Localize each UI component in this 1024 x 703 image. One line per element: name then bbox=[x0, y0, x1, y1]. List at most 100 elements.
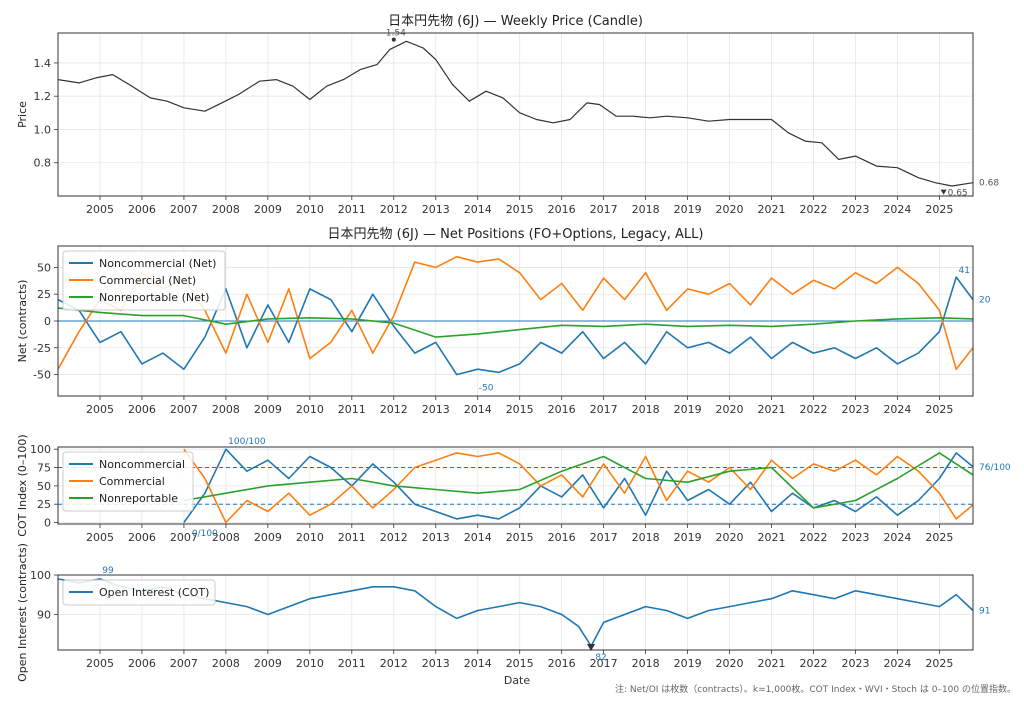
cot-legend-label-noncommercial: Noncommercial bbox=[99, 458, 185, 471]
net-xtick-2010: 2010 bbox=[296, 403, 324, 416]
price-min-marker bbox=[940, 189, 947, 195]
oi-xtick-2023: 2023 bbox=[841, 657, 869, 670]
price-panel: 2005 2006 2007 2008 2009 2010 2011 2012 2013 2014… bbox=[16, 14, 999, 216]
net-xtick-2024: 2024 bbox=[883, 403, 911, 416]
cot-xtick-2024: 2024 bbox=[883, 531, 911, 544]
cot-legend-label-nonreportable: Nonreportable bbox=[99, 492, 178, 505]
cot-xtick-2015: 2015 bbox=[506, 531, 534, 544]
cot-series-commercial bbox=[183, 448, 974, 524]
price-title: 日本円先物 (6J) — Weekly Price (Candle) bbox=[388, 14, 643, 29]
oi-panel: 2005 2006 2007 2008 2009 2010 2011 2012 2013 2014… bbox=[16, 543, 990, 682]
net-ytick-0: 0 bbox=[44, 315, 51, 328]
price-ytick-0-8: 0.8 bbox=[34, 157, 52, 170]
net-ytick-50: 50 bbox=[37, 261, 51, 274]
net-xtick-2006: 2006 bbox=[128, 403, 156, 416]
net-xtick-2011: 2011 bbox=[338, 403, 366, 416]
price-xtick-2007: 2007 bbox=[170, 203, 198, 216]
cot-xtick-2013: 2013 bbox=[422, 531, 450, 544]
oi-ytick-100: 100 bbox=[30, 569, 51, 582]
cot-annotation-0-100: 0/100 bbox=[192, 529, 218, 539]
net-legend-label-noncommercial-net: Noncommercial (Net) bbox=[99, 257, 216, 270]
cot-xtick-2022: 2022 bbox=[800, 531, 828, 544]
net-xtick-2014: 2014 bbox=[464, 403, 492, 416]
net-xtick-2016: 2016 bbox=[548, 403, 576, 416]
cot-xtick-2010: 2010 bbox=[296, 531, 324, 544]
net-xtick-2022: 2022 bbox=[800, 403, 828, 416]
cot-xtick-2019: 2019 bbox=[674, 531, 702, 544]
cot-xtick-2009: 2009 bbox=[254, 531, 282, 544]
price-xtick-2016: 2016 bbox=[548, 203, 576, 216]
cot-xtick-2017: 2017 bbox=[590, 531, 618, 544]
cot-xtick-2025: 2025 bbox=[925, 531, 953, 544]
oi-ylabel: Open Interest (contracts) bbox=[16, 543, 29, 682]
cot-xtick-2007: 2007 bbox=[170, 531, 198, 544]
net-annotation-41: 41 bbox=[958, 266, 969, 276]
price-xtick-2020: 2020 bbox=[716, 203, 744, 216]
oi-annotation-91: 91 bbox=[979, 607, 990, 617]
net-panel: 2005 2006 2007 2008 2009 2010 2011 2012 2013 2014… bbox=[16, 227, 991, 416]
cot-ytick-0: 0 bbox=[44, 517, 51, 530]
oi-xtick-2024: 2024 bbox=[883, 657, 911, 670]
price-xtick-2011: 2011 bbox=[338, 203, 366, 216]
net-xtick-2008: 2008 bbox=[212, 403, 240, 416]
net-series-commercial-net bbox=[57, 255, 974, 371]
net-annotation-20: 20 bbox=[979, 296, 991, 306]
cot-frame bbox=[57, 446, 974, 525]
oi-xtick-2016: 2016 bbox=[548, 657, 576, 670]
price-xtick-2015: 2015 bbox=[506, 203, 534, 216]
net-xtick-2020: 2020 bbox=[716, 403, 744, 416]
oi-xtick-2025: 2025 bbox=[925, 657, 953, 670]
oi-xtick-2020: 2020 bbox=[716, 657, 744, 670]
oi-xtick-2021: 2021 bbox=[758, 657, 786, 670]
oi-xtick-2009: 2009 bbox=[254, 657, 282, 670]
net-xtick-2012: 2012 bbox=[380, 403, 408, 416]
oi-xtick-2017: 2017 bbox=[590, 657, 618, 670]
cot-legend-box bbox=[62, 451, 194, 512]
net-xtick-2013: 2013 bbox=[422, 403, 450, 416]
net-ytick-25: 25 bbox=[37, 288, 51, 301]
oi-xtick-2015: 2015 bbox=[506, 657, 534, 670]
price-xtick-2008: 2008 bbox=[212, 203, 240, 216]
price-xtick-2009: 2009 bbox=[254, 203, 282, 216]
net-frame bbox=[57, 245, 974, 397]
cot-annotation-100-100: 100/100 bbox=[228, 437, 266, 447]
cot-xtick-2011: 2011 bbox=[338, 531, 366, 544]
price-xtick-2010: 2010 bbox=[296, 203, 324, 216]
price-xtick-2022: 2022 bbox=[800, 203, 828, 216]
oi-legend-box bbox=[62, 579, 216, 606]
oi-xtick-2008: 2008 bbox=[212, 657, 240, 670]
oi-annotation-82: 82 bbox=[595, 653, 606, 663]
price-max-marker bbox=[391, 37, 396, 42]
price-xtick-2018: 2018 bbox=[632, 203, 660, 216]
cot-xtick-2016: 2016 bbox=[548, 531, 576, 544]
price-ylabel: Price bbox=[16, 101, 29, 128]
price-xtick-2025: 2025 bbox=[925, 203, 953, 216]
net-xtick-2021: 2021 bbox=[758, 403, 786, 416]
oi-min-marker bbox=[587, 644, 596, 651]
price-xtick-2013: 2013 bbox=[422, 203, 450, 216]
price-ytick-1-2: 1.2 bbox=[34, 90, 52, 103]
price-xtick-2017: 2017 bbox=[590, 203, 618, 216]
net-xtick-2019: 2019 bbox=[674, 403, 702, 416]
net-series-nonreportable-net bbox=[57, 307, 974, 338]
price-frame bbox=[57, 32, 974, 197]
cot-legend-label-commercial: Commercial bbox=[99, 475, 165, 488]
net-xtick-2007: 2007 bbox=[170, 403, 198, 416]
oi-xtick-2012: 2012 bbox=[380, 657, 408, 670]
oi-legend-label-open-interest-cot: Open Interest (COT) bbox=[99, 586, 209, 599]
price-xtick-2021: 2021 bbox=[758, 203, 786, 216]
cot-xtick-2020: 2020 bbox=[716, 531, 744, 544]
net-xtick-2018: 2018 bbox=[632, 403, 660, 416]
cot-xtick-2023: 2023 bbox=[841, 531, 869, 544]
cot-series-nonreportable bbox=[183, 452, 974, 509]
price-annotation-0-65: 0.65 bbox=[948, 189, 968, 199]
price-xtick-2023: 2023 bbox=[841, 203, 869, 216]
cot-ylabel: COT Index (0–100) bbox=[16, 434, 29, 536]
oi-annotation-99: 99 bbox=[102, 566, 114, 576]
net-ylabel: Net (contracts) bbox=[16, 280, 29, 363]
price-xtick-2006: 2006 bbox=[128, 203, 156, 216]
cot-xtick-2018: 2018 bbox=[632, 531, 660, 544]
oi-xtick-2013: 2013 bbox=[422, 657, 450, 670]
oi-xtick-2005: 2005 bbox=[86, 657, 114, 670]
